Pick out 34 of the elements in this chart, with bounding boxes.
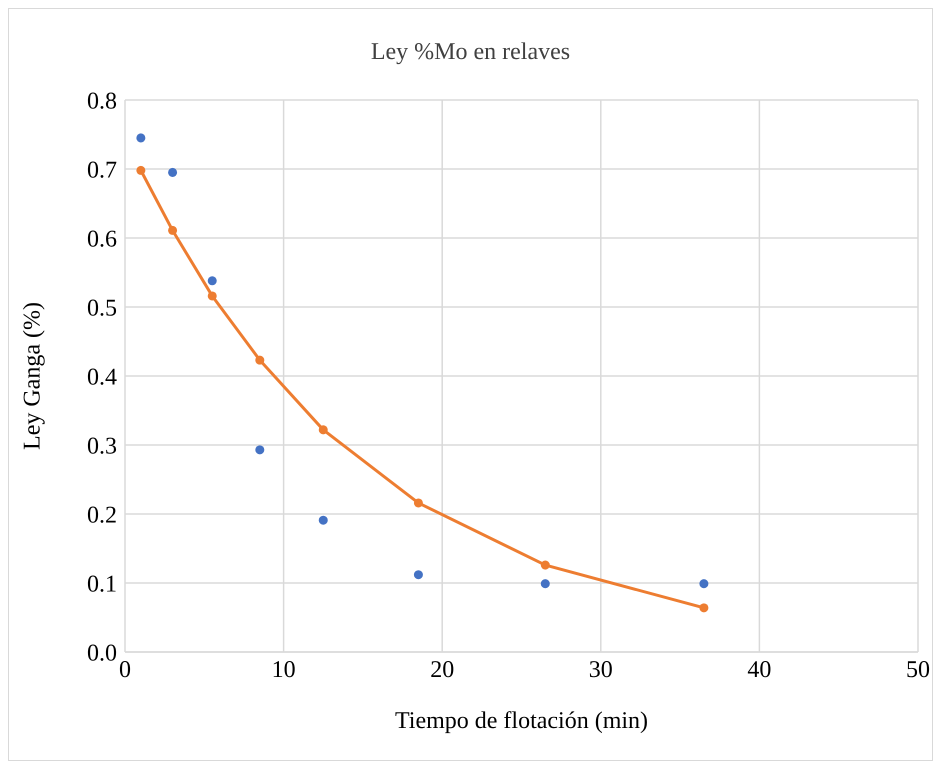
y-tick-label: 0.8 xyxy=(87,88,117,115)
point xyxy=(699,603,708,612)
point xyxy=(414,570,423,580)
point xyxy=(168,168,178,177)
point xyxy=(208,291,217,300)
y-tick-label: 0.5 xyxy=(87,296,117,322)
point xyxy=(318,425,328,434)
y-tick-label: 0.1 xyxy=(87,572,117,598)
y-tick-label: 0.6 xyxy=(87,226,117,253)
y-tick-label: 0.4 xyxy=(87,364,117,391)
x-tick-label: 50 xyxy=(906,657,930,684)
x-axis-title: Tiempo de flotación (min) xyxy=(394,708,648,734)
point xyxy=(168,226,178,235)
point xyxy=(540,579,550,588)
point xyxy=(699,579,708,588)
x-tick-label: 30 xyxy=(588,657,613,684)
point xyxy=(255,445,264,454)
chart-title: Ley %Mo en relaves xyxy=(370,39,572,66)
x-tick-label: 10 xyxy=(272,657,296,684)
point xyxy=(540,560,550,570)
y-axis-title: Ley Ganga (%) xyxy=(20,302,46,450)
y-tick-label: 0.3 xyxy=(87,434,117,460)
point xyxy=(318,516,328,525)
x-tick-label: 40 xyxy=(747,657,772,684)
point xyxy=(255,356,264,365)
point xyxy=(208,276,217,286)
x-tick-label: 20 xyxy=(430,657,454,684)
point xyxy=(136,133,146,142)
point xyxy=(136,166,146,175)
point xyxy=(414,498,423,508)
y-tick-label: 0.7 xyxy=(87,158,117,184)
y-tick-label: 0.0 xyxy=(87,640,117,667)
x-tick-label: 0 xyxy=(119,657,131,684)
y-tick-label: 0.2 xyxy=(87,502,117,529)
